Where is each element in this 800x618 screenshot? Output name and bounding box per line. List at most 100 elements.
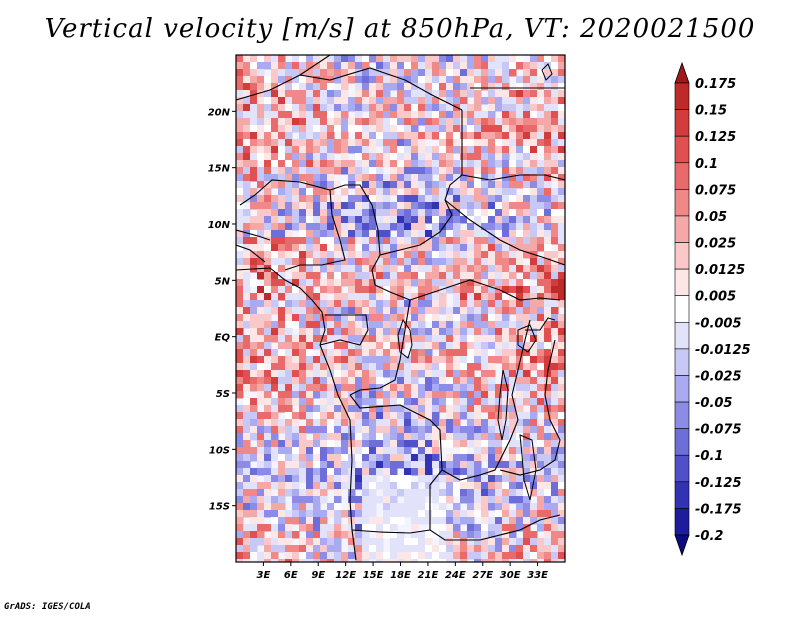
field-cell xyxy=(432,314,440,322)
field-cell xyxy=(299,503,307,511)
field-cell xyxy=(446,510,454,518)
field-cell xyxy=(390,447,398,455)
field-cell xyxy=(299,90,307,98)
field-cell xyxy=(320,69,328,77)
field-cell xyxy=(537,104,545,112)
field-cell xyxy=(341,167,349,175)
field-cell xyxy=(509,125,517,133)
field-cell xyxy=(481,153,489,161)
field-cell xyxy=(495,328,503,336)
field-cell xyxy=(250,314,258,322)
field-cell xyxy=(397,405,405,413)
field-cell xyxy=(537,321,545,329)
colorbar-swatch xyxy=(674,109,690,137)
field-cell xyxy=(509,475,517,483)
field-cell xyxy=(509,251,517,259)
field-cell xyxy=(481,349,489,357)
field-cell xyxy=(390,181,398,189)
field-cell xyxy=(306,132,314,140)
field-cell xyxy=(404,62,412,70)
field-cell xyxy=(411,356,419,364)
field-cell xyxy=(411,314,419,322)
field-cell xyxy=(397,272,405,280)
field-cell xyxy=(285,132,293,140)
field-cell xyxy=(390,342,398,350)
field-cell xyxy=(404,552,412,560)
field-cell xyxy=(376,335,384,343)
field-cell xyxy=(313,216,321,224)
field-cell xyxy=(264,524,272,532)
field-cell xyxy=(243,384,251,392)
field-cell xyxy=(313,454,321,462)
field-cell xyxy=(376,55,384,63)
field-cell xyxy=(236,76,244,84)
field-cell xyxy=(481,132,489,140)
field-cell xyxy=(516,461,524,469)
field-cell xyxy=(299,391,307,399)
field-cell xyxy=(516,398,524,406)
field-cell xyxy=(341,230,349,238)
field-cell xyxy=(264,104,272,112)
field-cell xyxy=(502,300,510,308)
field-cell xyxy=(558,314,565,322)
field-cell xyxy=(495,216,503,224)
field-cell xyxy=(481,321,489,329)
field-cell xyxy=(306,118,314,126)
field-cell xyxy=(383,328,391,336)
colorbar-swatch xyxy=(674,508,690,536)
field-cell xyxy=(544,55,552,63)
field-cell xyxy=(285,461,293,469)
field-cell xyxy=(558,377,565,385)
field-cell xyxy=(537,286,545,294)
field-cell xyxy=(327,307,335,315)
field-cell xyxy=(446,258,454,266)
field-cell xyxy=(488,181,496,189)
field-cell xyxy=(236,496,244,504)
field-cell xyxy=(495,447,503,455)
field-cell xyxy=(460,370,468,378)
field-cell xyxy=(306,83,314,91)
field-cell xyxy=(523,419,531,427)
field-cell xyxy=(334,118,342,126)
field-cell xyxy=(271,76,279,84)
field-cell xyxy=(327,391,335,399)
field-cell xyxy=(481,167,489,175)
field-cell xyxy=(278,468,286,476)
field-cell xyxy=(516,244,524,252)
field-cell xyxy=(488,132,496,140)
field-cell xyxy=(243,293,251,301)
field-cell xyxy=(537,174,545,182)
field-cell xyxy=(558,552,565,560)
field-cell xyxy=(460,377,468,385)
field-cell xyxy=(236,545,244,553)
field-cell xyxy=(523,363,531,371)
field-cell xyxy=(299,447,307,455)
field-cell xyxy=(390,412,398,420)
field-cell xyxy=(509,447,517,455)
field-cell xyxy=(530,503,538,511)
field-cell xyxy=(292,454,300,462)
field-cell xyxy=(523,335,531,343)
field-cell xyxy=(250,167,258,175)
field-cell xyxy=(257,167,265,175)
field-cell xyxy=(264,419,272,427)
field-cell xyxy=(355,125,363,133)
field-cell xyxy=(334,461,342,469)
field-cell xyxy=(502,146,510,154)
field-cell xyxy=(348,223,356,231)
field-cell xyxy=(271,363,279,371)
field-cell xyxy=(390,216,398,224)
field-cell xyxy=(481,363,489,371)
field-cell xyxy=(355,69,363,77)
field-cell xyxy=(439,398,447,406)
field-cell xyxy=(495,90,503,98)
field-cell xyxy=(327,398,335,406)
field-cell xyxy=(453,510,461,518)
field-cell xyxy=(369,517,377,525)
lat-tick-label: 15S xyxy=(209,502,230,513)
field-cell xyxy=(558,342,565,350)
field-cell xyxy=(467,377,475,385)
field-cell xyxy=(285,167,293,175)
field-cell xyxy=(446,440,454,448)
field-cell xyxy=(509,139,517,147)
